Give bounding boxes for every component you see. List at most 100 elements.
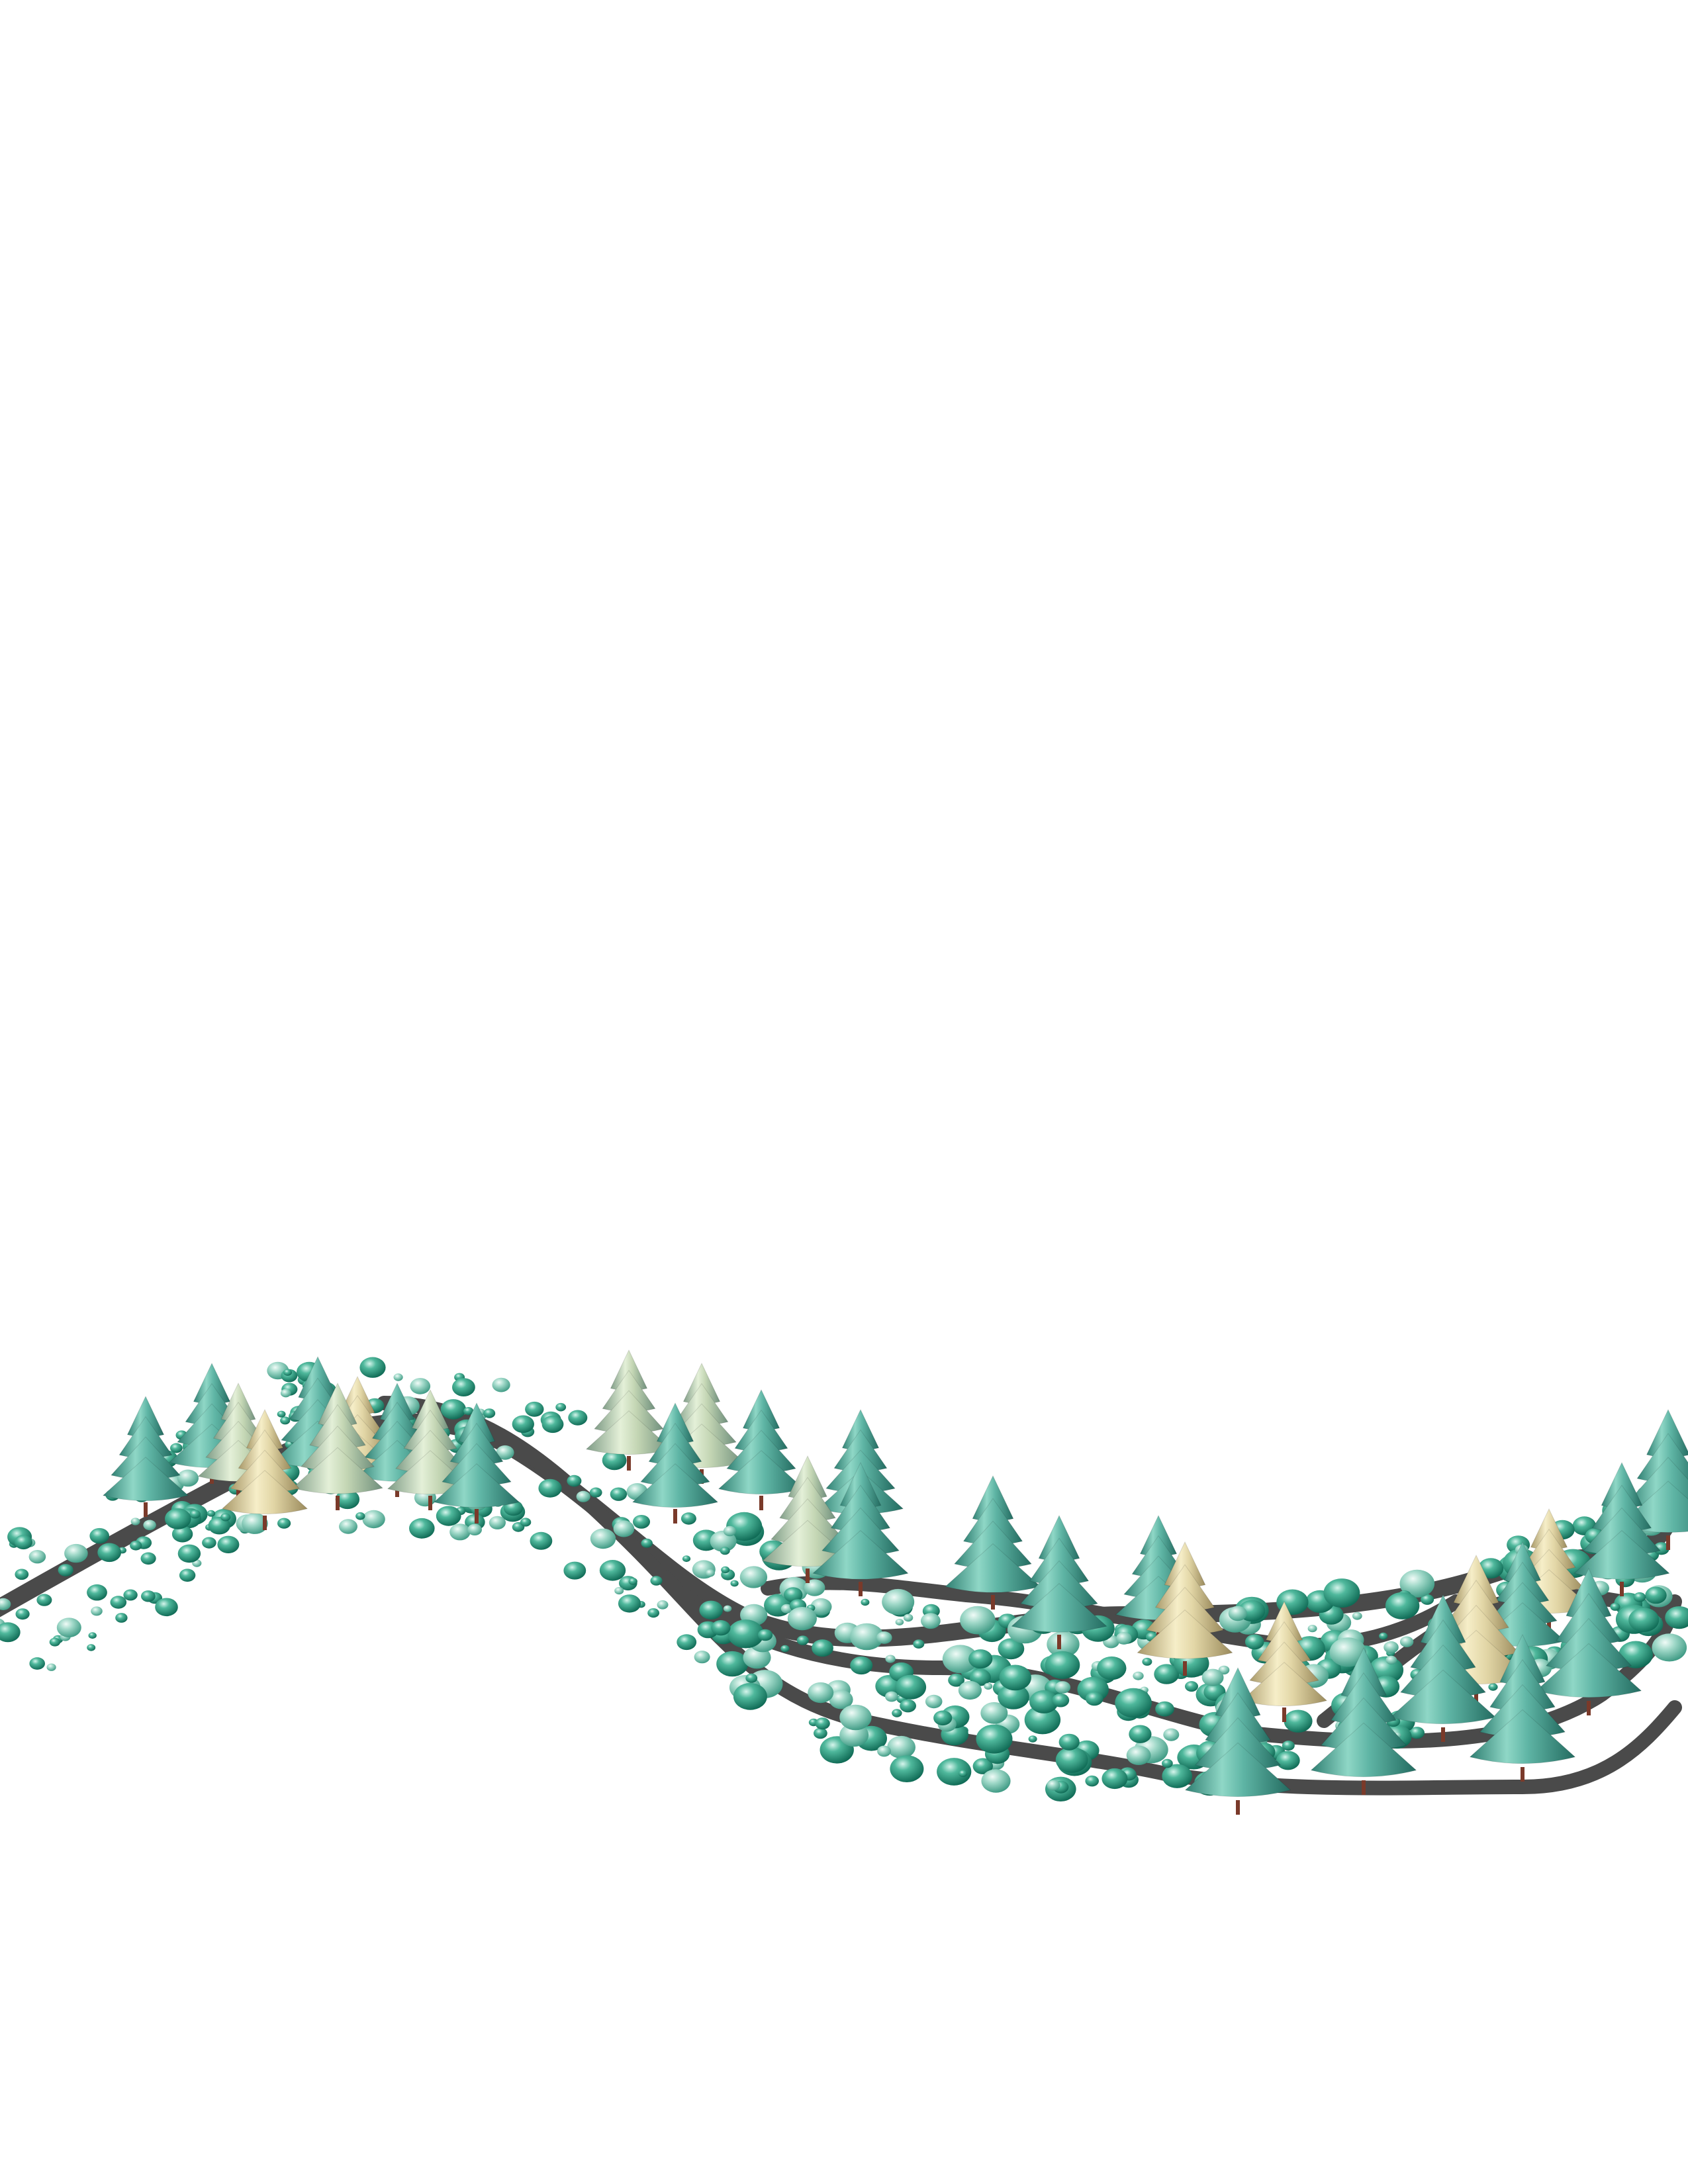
bush	[208, 1516, 230, 1535]
tree-trunk	[1620, 1582, 1624, 1596]
bush	[576, 1490, 590, 1502]
bush	[1633, 1592, 1646, 1602]
tree-trunk	[1282, 1707, 1286, 1722]
bush	[968, 1649, 993, 1669]
bush	[15, 1569, 29, 1580]
bush	[171, 1525, 193, 1543]
bush	[723, 1605, 732, 1612]
bush	[463, 1407, 474, 1416]
pine-tree	[761, 1455, 854, 1583]
bush	[512, 1415, 534, 1433]
bush	[1409, 1727, 1425, 1739]
bush	[610, 1487, 628, 1501]
bush	[1102, 1768, 1128, 1790]
bush	[14, 1535, 32, 1550]
bush	[242, 1513, 268, 1534]
bush	[467, 1524, 482, 1535]
bush	[1385, 1655, 1397, 1665]
bush	[1228, 1606, 1247, 1621]
pine-tree	[433, 1402, 520, 1524]
bush	[1323, 1578, 1360, 1608]
bush	[1055, 1681, 1071, 1694]
bush	[1154, 1664, 1180, 1684]
bush	[757, 1629, 773, 1641]
bush	[496, 1445, 514, 1460]
bush	[959, 1770, 968, 1777]
bush	[0, 1598, 11, 1610]
bush	[56, 1617, 81, 1637]
bush	[887, 1735, 915, 1759]
bush	[1652, 1633, 1687, 1662]
bush	[130, 1518, 140, 1525]
tree-tier	[291, 1447, 384, 1494]
bush	[976, 1724, 1013, 1754]
bush	[810, 1598, 832, 1615]
tree-trunk	[991, 1595, 995, 1610]
tree-trunk	[1441, 1727, 1445, 1742]
bush	[359, 1357, 386, 1378]
bush	[1047, 1780, 1060, 1791]
tree-tier	[1469, 1709, 1576, 1764]
bush	[36, 1594, 52, 1606]
bush	[739, 1566, 768, 1588]
bush	[892, 1709, 902, 1717]
bush	[1399, 1569, 1435, 1598]
tree-trunk	[263, 1516, 267, 1530]
pine-tree	[291, 1382, 384, 1510]
bush	[682, 1555, 691, 1563]
tree-trunk	[428, 1496, 432, 1510]
bush	[1116, 1632, 1132, 1645]
bush	[541, 1415, 564, 1433]
bush	[29, 1657, 45, 1670]
bush	[220, 1513, 231, 1522]
tree-tier	[1011, 1582, 1107, 1633]
pine-tree	[632, 1402, 719, 1524]
bush	[727, 1619, 764, 1649]
bush	[829, 1690, 853, 1709]
bush	[1282, 1741, 1295, 1751]
tree-tier	[221, 1470, 308, 1515]
tree-trunk	[144, 1502, 148, 1517]
bush	[177, 1544, 201, 1563]
bush	[452, 1378, 475, 1397]
bush	[641, 1538, 653, 1548]
tree-trunk	[1521, 1767, 1524, 1782]
bush	[1162, 1758, 1173, 1768]
bush	[1029, 1690, 1058, 1713]
tree-tier	[1310, 1722, 1417, 1778]
bush	[960, 1606, 996, 1635]
bush	[925, 1694, 943, 1709]
bush	[694, 1651, 710, 1664]
bush	[969, 1668, 991, 1686]
bush	[140, 1552, 156, 1565]
bush	[89, 1527, 109, 1544]
bush	[110, 1596, 127, 1609]
bush	[87, 1644, 96, 1651]
bush	[998, 1684, 1029, 1709]
tree-tier	[1137, 1609, 1233, 1659]
bush	[733, 1682, 767, 1710]
bush	[179, 1569, 196, 1582]
bush	[680, 1512, 696, 1525]
bush	[410, 1378, 431, 1394]
bush	[339, 1519, 357, 1534]
pine-tree	[812, 1461, 909, 1596]
bush	[143, 1520, 156, 1531]
bush	[895, 1674, 927, 1700]
bush	[958, 1680, 982, 1700]
tree-trunk	[759, 1496, 763, 1510]
bush	[614, 1587, 624, 1595]
bush	[1421, 1594, 1434, 1605]
tree-trunk	[336, 1496, 340, 1510]
bush	[1085, 1691, 1103, 1706]
bush	[1129, 1725, 1152, 1743]
bush	[796, 1635, 809, 1645]
bush	[155, 1598, 178, 1617]
bush	[1058, 1733, 1080, 1751]
bush	[1055, 1747, 1088, 1773]
bush	[705, 1569, 715, 1577]
bush	[1383, 1641, 1399, 1654]
tree-tier	[1184, 1742, 1291, 1797]
bush	[784, 1587, 803, 1603]
bush	[440, 1399, 466, 1420]
